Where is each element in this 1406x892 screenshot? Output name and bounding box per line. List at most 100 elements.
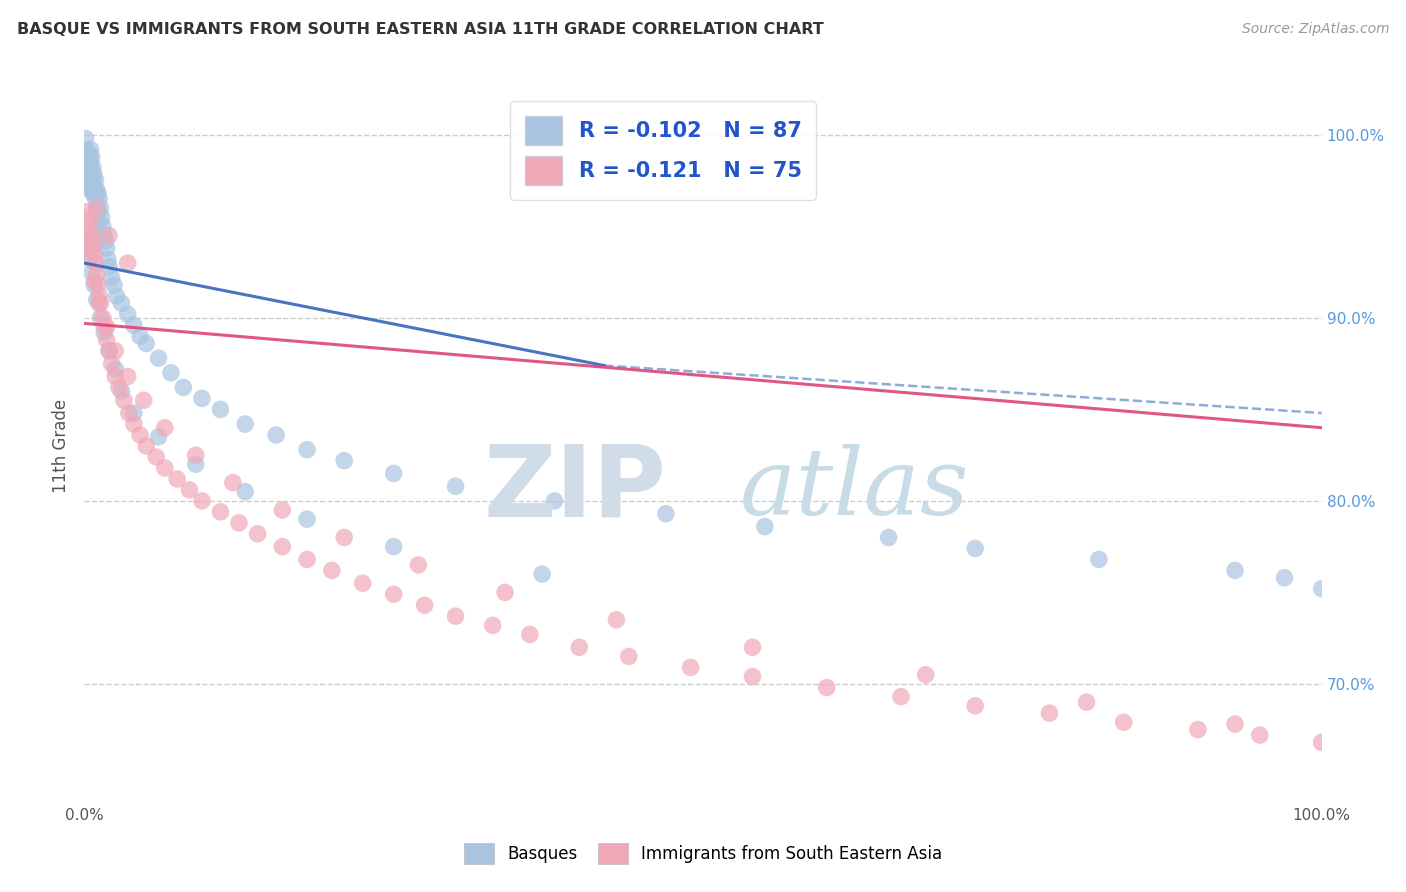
Point	[408, 558, 430, 572]
Point	[96, 333, 118, 347]
Point	[89, 289, 111, 303]
Point	[333, 453, 356, 467]
Point	[82, 161, 104, 175]
Point	[228, 516, 250, 530]
Point	[79, 164, 101, 178]
Point	[117, 369, 139, 384]
Point	[352, 576, 374, 591]
Point	[481, 618, 503, 632]
Point	[382, 587, 405, 601]
Point	[890, 690, 912, 704]
Point	[132, 393, 155, 408]
Point	[179, 483, 201, 497]
Point	[122, 417, 145, 431]
Point	[96, 241, 118, 255]
Point	[83, 277, 105, 292]
Point	[91, 219, 114, 234]
Point	[104, 369, 127, 384]
Point	[1223, 563, 1246, 577]
Legend: R = -0.102   N = 87, R = -0.121   N = 75: R = -0.102 N = 87, R = -0.121 N = 75	[510, 101, 817, 200]
Point	[89, 201, 111, 215]
Point	[80, 164, 103, 178]
Point	[93, 228, 115, 243]
Point	[568, 640, 591, 655]
Point	[100, 270, 122, 285]
Point	[94, 234, 117, 248]
Point	[222, 475, 245, 490]
Point	[153, 420, 176, 434]
Point	[1076, 695, 1098, 709]
Point	[77, 216, 100, 230]
Point	[333, 531, 356, 545]
Point	[295, 552, 318, 566]
Point	[86, 293, 108, 307]
Point	[77, 179, 100, 194]
Point	[83, 168, 105, 182]
Point	[965, 698, 987, 713]
Point	[145, 450, 167, 464]
Point	[76, 204, 98, 219]
Legend: Basques, Immigrants from South Eastern Asia: Basques, Immigrants from South Eastern A…	[457, 837, 949, 871]
Point	[382, 540, 405, 554]
Text: atlas: atlas	[740, 444, 970, 533]
Point	[91, 310, 114, 325]
Point	[209, 505, 232, 519]
Point	[96, 320, 118, 334]
Point	[295, 442, 318, 457]
Point	[79, 150, 101, 164]
Point	[79, 252, 101, 267]
Point	[79, 223, 101, 237]
Point	[112, 393, 135, 408]
Point	[135, 439, 157, 453]
Point	[543, 494, 565, 508]
Point	[75, 131, 97, 145]
Point	[321, 563, 343, 577]
Point	[444, 479, 467, 493]
Point	[1088, 552, 1111, 566]
Point	[83, 274, 105, 288]
Point	[87, 186, 110, 201]
Point	[191, 494, 214, 508]
Point	[1038, 706, 1060, 720]
Point	[148, 351, 170, 366]
Point	[79, 143, 101, 157]
Point	[79, 211, 101, 225]
Point	[79, 174, 101, 188]
Point	[98, 343, 121, 358]
Point	[191, 392, 214, 406]
Point	[271, 503, 294, 517]
Point	[117, 256, 139, 270]
Y-axis label: 11th Grade: 11th Grade	[52, 399, 70, 493]
Point	[83, 183, 105, 197]
Point	[76, 146, 98, 161]
Point	[444, 609, 467, 624]
Point	[160, 366, 183, 380]
Point	[877, 531, 900, 545]
Point	[82, 174, 104, 188]
Point	[80, 265, 103, 279]
Point	[153, 461, 176, 475]
Point	[89, 310, 111, 325]
Point	[172, 380, 194, 394]
Point	[741, 640, 763, 655]
Point	[86, 267, 108, 281]
Point	[77, 228, 100, 243]
Point	[264, 428, 287, 442]
Point	[77, 146, 100, 161]
Point	[233, 484, 256, 499]
Point	[655, 507, 678, 521]
Point	[79, 155, 101, 169]
Point	[93, 320, 115, 334]
Point	[110, 384, 132, 398]
Point	[105, 289, 128, 303]
Point	[531, 567, 554, 582]
Point	[1187, 723, 1209, 737]
Point	[89, 192, 111, 206]
Point	[76, 164, 98, 178]
Point	[494, 585, 516, 599]
Point	[86, 201, 108, 215]
Point	[166, 472, 188, 486]
Point	[100, 357, 122, 371]
Point	[84, 174, 107, 188]
Text: BASQUE VS IMMIGRANTS FROM SOUTH EASTERN ASIA 11TH GRADE CORRELATION CHART: BASQUE VS IMMIGRANTS FROM SOUTH EASTERN …	[17, 22, 824, 37]
